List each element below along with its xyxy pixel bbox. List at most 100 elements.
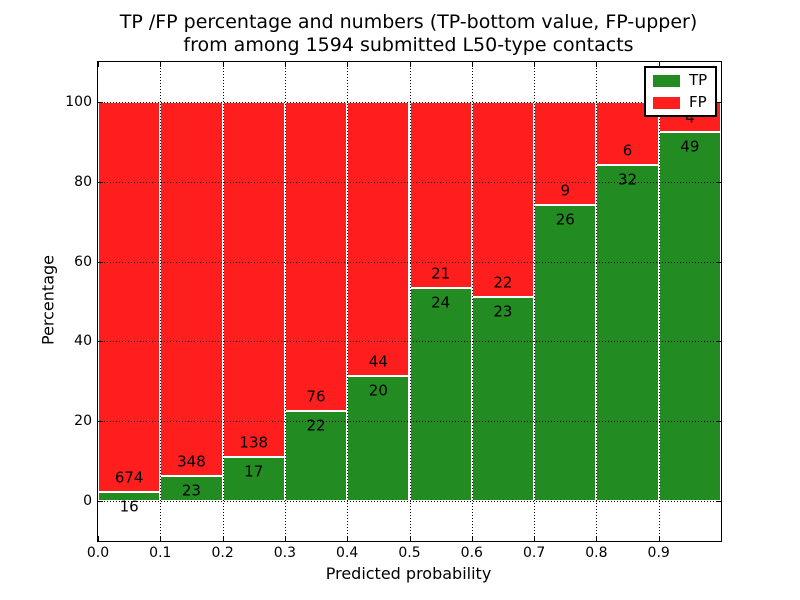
y-tick-mark-right: [716, 181, 721, 183]
y-tick-label: 0: [83, 493, 92, 510]
x-tick-mark-top: [471, 62, 473, 67]
bar-tp-count-label: 26: [555, 210, 575, 229]
y-gridline: [98, 181, 721, 183]
bar-fp-segment: [284, 101, 348, 412]
bar-tp-count-label: 23: [493, 302, 513, 321]
bar-tp-count-label: 23: [181, 481, 201, 500]
bar-tp-segment: [471, 297, 535, 502]
y-tick-label: 60: [74, 253, 92, 270]
bar-tp-count-label: 20: [368, 381, 388, 400]
x-tick-mark: [222, 536, 224, 541]
x-tick-label: 0.0: [86, 545, 110, 561]
x-tick-mark-top: [284, 62, 286, 67]
bar-fp-count-label: 9: [560, 181, 571, 200]
y-tick-label: 100: [65, 93, 92, 110]
x-tick-mark-top: [160, 62, 162, 67]
chart-title: TP /FP percentage and numbers (TP-bottom…: [97, 11, 720, 57]
y-gridline: [98, 501, 721, 503]
y-tick-mark-right: [716, 421, 721, 423]
bar-fp-count-label: 4: [685, 108, 695, 127]
y-tick-label: 40: [74, 333, 92, 350]
x-gridline: [160, 62, 162, 541]
y-tick-mark: [98, 261, 103, 263]
bar-fp-count-label: 348: [177, 452, 206, 471]
bar-fp-segment: [98, 101, 161, 492]
fp-legend-label: FP: [689, 93, 707, 111]
y-tick-mark: [98, 341, 103, 343]
fp-legend-swatch: [653, 96, 680, 109]
y-tick-mark: [98, 421, 103, 423]
bar-fp-segment: [409, 101, 472, 289]
bar-fp-segment: [160, 101, 223, 477]
x-tick-label: 0.8: [585, 545, 608, 561]
y-gridline: [98, 261, 721, 263]
y-gridline: [98, 421, 721, 423]
x-tick-label: 0.1: [149, 545, 172, 561]
y-tick-label: 20: [74, 413, 92, 430]
bar-fp-count-label: 76: [306, 387, 326, 406]
x-gridline: [409, 62, 411, 541]
bar-tp-segment: [347, 376, 410, 502]
bar-tp-count-label: 17: [244, 462, 264, 481]
bar-tp-segment: [409, 288, 472, 502]
y-gridline: [98, 101, 721, 103]
y-tick-mark: [98, 501, 103, 503]
y-tick-mark-right: [716, 101, 721, 103]
x-tick-mark-top: [534, 62, 536, 67]
y-tick-mark-right: [716, 341, 721, 343]
x-gridline: [471, 62, 473, 541]
x-tick-mark: [471, 536, 473, 541]
bar-tp-segment: [284, 411, 348, 502]
x-tick-label: 0.2: [211, 545, 234, 561]
bar-fp-segment: [222, 101, 285, 458]
bar-fp-segment: [347, 101, 410, 377]
x-tick-label: 0.7: [522, 545, 546, 561]
bar-fp-count-label: 21: [431, 264, 451, 283]
bar-fp-count-label: 138: [239, 433, 269, 452]
x-tick-mark-top: [98, 62, 99, 67]
tp-legend-swatch: [653, 74, 680, 87]
x-tick-mark: [409, 536, 411, 541]
bar-tp-count-label: 22: [306, 416, 326, 435]
bar-tp-count-label: 32: [618, 170, 638, 189]
x-tick-mark: [534, 536, 536, 541]
x-gridline: [658, 62, 660, 541]
x-tick-mark: [160, 536, 162, 541]
bar-tp-count-label: 24: [431, 293, 451, 312]
y-gridline: [98, 341, 721, 343]
x-gridline: [284, 62, 286, 541]
bar-tp-segment: [534, 204, 597, 502]
tp-legend-label: TP: [689, 71, 708, 89]
y-tick-mark-right: [716, 501, 721, 503]
x-gridline: [534, 62, 536, 541]
x-tick-label: 0.3: [273, 545, 297, 561]
plot-area: 0.0 0.1 0.2 0.3 0.4 0.5 0.6 0.7 0.8 0.9 0 20 40 60 80 1…: [65, 61, 722, 561]
x-tick-mark: [284, 536, 286, 541]
x-tick-mark: [347, 536, 349, 541]
x-tick-label: 0.9: [647, 545, 670, 561]
y-tick-mark: [98, 181, 103, 183]
x-tick-label: 0.6: [460, 545, 483, 561]
x-tick-mark: [658, 536, 660, 541]
x-gridline: [222, 62, 224, 541]
x-tick-mark-top: [347, 62, 349, 67]
y-tick-mark: [98, 101, 103, 103]
chart-title-line2: from among 1594 submitted L50-type conta…: [183, 34, 634, 56]
x-tick-mark-top: [596, 62, 598, 67]
legend-entry-fp: FP: [653, 95, 707, 110]
x-tick-mark: [596, 536, 598, 541]
legend-entry-tp: TP: [653, 73, 707, 88]
chart-title-line1: TP /FP percentage and numbers (TP-bottom…: [119, 11, 698, 33]
x-tick-mark-top: [658, 62, 660, 67]
x-gridline: [347, 62, 349, 541]
bar-tp-segment: [98, 491, 161, 502]
x-tick-mark-top: [222, 62, 224, 67]
bar-fp-segment: [471, 101, 535, 298]
bar-fp-count-label: 22: [493, 273, 513, 292]
bar-tp-count-label: 16: [119, 497, 139, 516]
bar-fp-count-label: 674: [114, 468, 144, 487]
y-tick-mark-right: [716, 261, 721, 263]
bar-tp-segment: [596, 164, 659, 502]
x-tick-mark-top: [409, 62, 411, 67]
